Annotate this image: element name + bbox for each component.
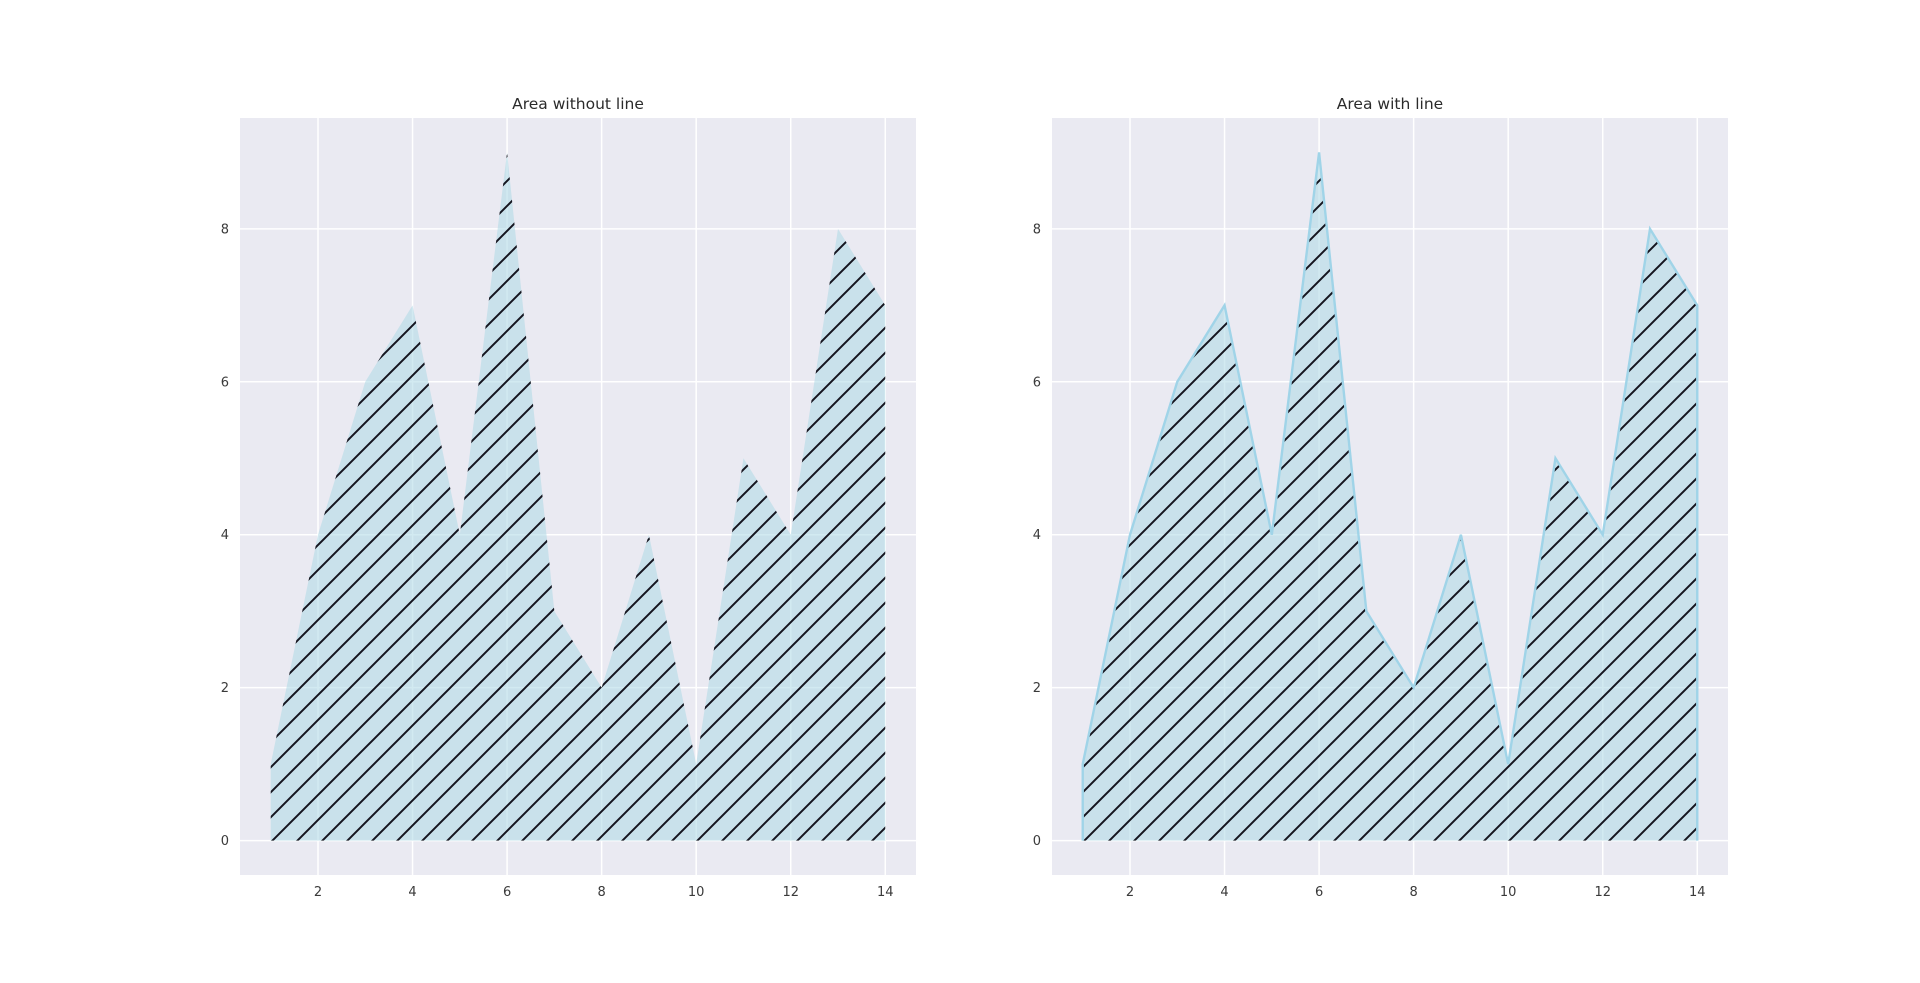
x-tick-label: 2 (314, 885, 322, 900)
x-tick-label: 12 (1594, 885, 1611, 900)
y-tick-label: 6 (221, 375, 229, 390)
chart-title-area-without-line: Area without line (512, 95, 644, 113)
x-tick-label: 10 (688, 885, 705, 900)
area-chart-without-line: 0 2 4 6 8 2 4 6 8 10 12 14 (221, 118, 916, 900)
x-tick-label: 6 (503, 885, 511, 900)
chart-title-area-with-line: Area with line (1336, 95, 1444, 113)
x-tick-label: 8 (1409, 885, 1417, 900)
y-tick-label: 2 (221, 681, 229, 696)
x-tick-label: 6 (1315, 885, 1323, 900)
area-edge-line (1081, 152, 1699, 841)
x-tick-label: 10 (1500, 885, 1517, 900)
y-tick-label: 2 (1033, 681, 1041, 696)
y-tick-label: 4 (1033, 528, 1041, 543)
x-tick-label: 2 (1126, 885, 1134, 900)
x-tick-label: 12 (782, 885, 799, 900)
y-tick-label: 8 (1033, 222, 1041, 237)
x-tick-label: 4 (408, 885, 416, 900)
y-tick-label: 6 (1033, 375, 1041, 390)
x-tick-label: 8 (597, 885, 605, 900)
area-hatch (270, 152, 886, 841)
x-tick-label: 14 (1689, 885, 1706, 900)
y-tick-label: 0 (221, 834, 229, 849)
y-tick-label: 0 (1033, 834, 1041, 849)
area-hatch (1082, 152, 1698, 841)
x-tick-label: 4 (1220, 885, 1228, 900)
y-tick-label: 8 (221, 222, 229, 237)
y-tick-label: 4 (221, 528, 229, 543)
area-chart-with-line: 0 2 4 6 8 2 4 6 8 10 12 14 (1033, 118, 1728, 900)
x-tick-label: 14 (877, 885, 894, 900)
